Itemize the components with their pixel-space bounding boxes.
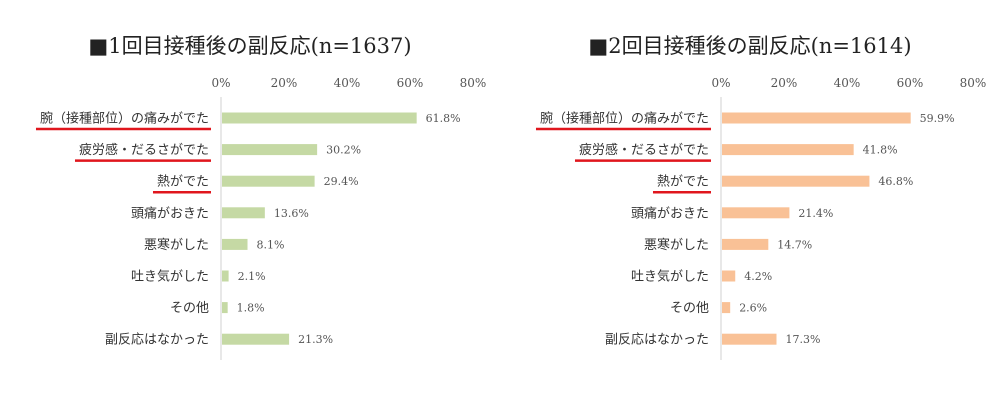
bar <box>222 144 318 156</box>
bar <box>722 207 790 219</box>
category-label: 吐き気がした <box>631 269 709 285</box>
category-label: 疲労感・だるさがでた <box>579 142 709 158</box>
data-label: 21.3% <box>298 333 333 346</box>
bar <box>222 238 248 250</box>
chart-plot: 0% 20% 40% 60% 80% 腕（接種部位）の痛みがでた 59.9% 疲労感・だるさが… <box>535 76 987 360</box>
category-label: 悪寒がした <box>144 237 209 253</box>
x-tick-label: 40% <box>834 76 861 90</box>
bar <box>722 302 731 314</box>
bar <box>222 333 290 345</box>
bar <box>222 270 229 282</box>
bar <box>722 270 736 282</box>
bar <box>722 112 911 124</box>
category-label: 疲労感・だるさがでた <box>79 142 209 158</box>
data-label: 13.6% <box>274 207 309 220</box>
bar <box>222 207 265 219</box>
category-label: 熱がでた <box>157 175 209 190</box>
data-label: 46.8% <box>878 175 913 188</box>
data-label: 17.3% <box>785 333 820 346</box>
x-tick-label: 0% <box>211 76 230 90</box>
category-label: 副反応はなかった <box>605 333 709 348</box>
data-label: 29.4% <box>324 175 359 188</box>
chart-title: ■2回目接種後の副反応(n=1614) <box>588 34 912 58</box>
chart-title: ■1回目接種後の副反応(n=1637) <box>88 34 412 58</box>
chart-second-dose: ■2回目接種後の副反応(n=1614) 0% 20% 40% 60% 80% 腕（接種部位… <box>500 0 1000 400</box>
category-label: その他 <box>670 301 709 316</box>
category-label: 副反応はなかった <box>105 333 209 348</box>
data-label: 14.7% <box>777 238 812 251</box>
data-label: 61.8% <box>426 112 461 125</box>
category-label: その他 <box>170 301 209 316</box>
category-label: 吐き気がした <box>131 269 209 285</box>
bar <box>222 175 315 187</box>
category-label: 頭痛がおきた <box>631 205 709 221</box>
data-label: 41.8% <box>863 144 898 157</box>
chart-plot: 0% 20% 40% 60% 80% 腕（接種部位）の痛みがでた 61.8% 疲労感・だるさが… <box>35 76 487 360</box>
x-tick-label: 80% <box>960 76 987 90</box>
x-tick-label: 60% <box>397 76 424 90</box>
data-label: 2.6% <box>739 302 767 315</box>
data-label: 1.8% <box>237 302 265 315</box>
x-tick-label: 20% <box>271 76 298 90</box>
data-label: 59.9% <box>920 112 955 125</box>
bar <box>222 112 417 124</box>
chart-first-dose: ■1回目接種後の副反応(n=1637) 0% 20% 40% 60% 80% 腕（接種部位… <box>35 34 487 360</box>
category-label: 熱がでた <box>657 175 709 190</box>
category-label: 腕（接種部位）の痛みがでた <box>540 111 709 127</box>
data-label: 2.1% <box>238 270 266 283</box>
data-label: 30.2% <box>326 144 361 157</box>
category-label: 頭痛がおきた <box>131 205 209 221</box>
bar <box>722 144 854 156</box>
bar <box>222 302 228 314</box>
bar <box>722 333 777 345</box>
x-tick-label: 40% <box>334 76 361 90</box>
x-tick-label: 60% <box>897 76 924 90</box>
data-label: 21.4% <box>798 207 833 220</box>
bar <box>722 175 870 187</box>
data-label: 4.2% <box>744 270 772 283</box>
x-tick-label: 20% <box>771 76 798 90</box>
bar <box>722 238 769 250</box>
category-label: 悪寒がした <box>644 237 709 253</box>
x-tick-label: 0% <box>711 76 730 90</box>
data-label: 8.1% <box>257 238 285 251</box>
category-label: 腕（接種部位）の痛みがでた <box>40 111 209 127</box>
x-tick-label: 80% <box>460 76 487 90</box>
